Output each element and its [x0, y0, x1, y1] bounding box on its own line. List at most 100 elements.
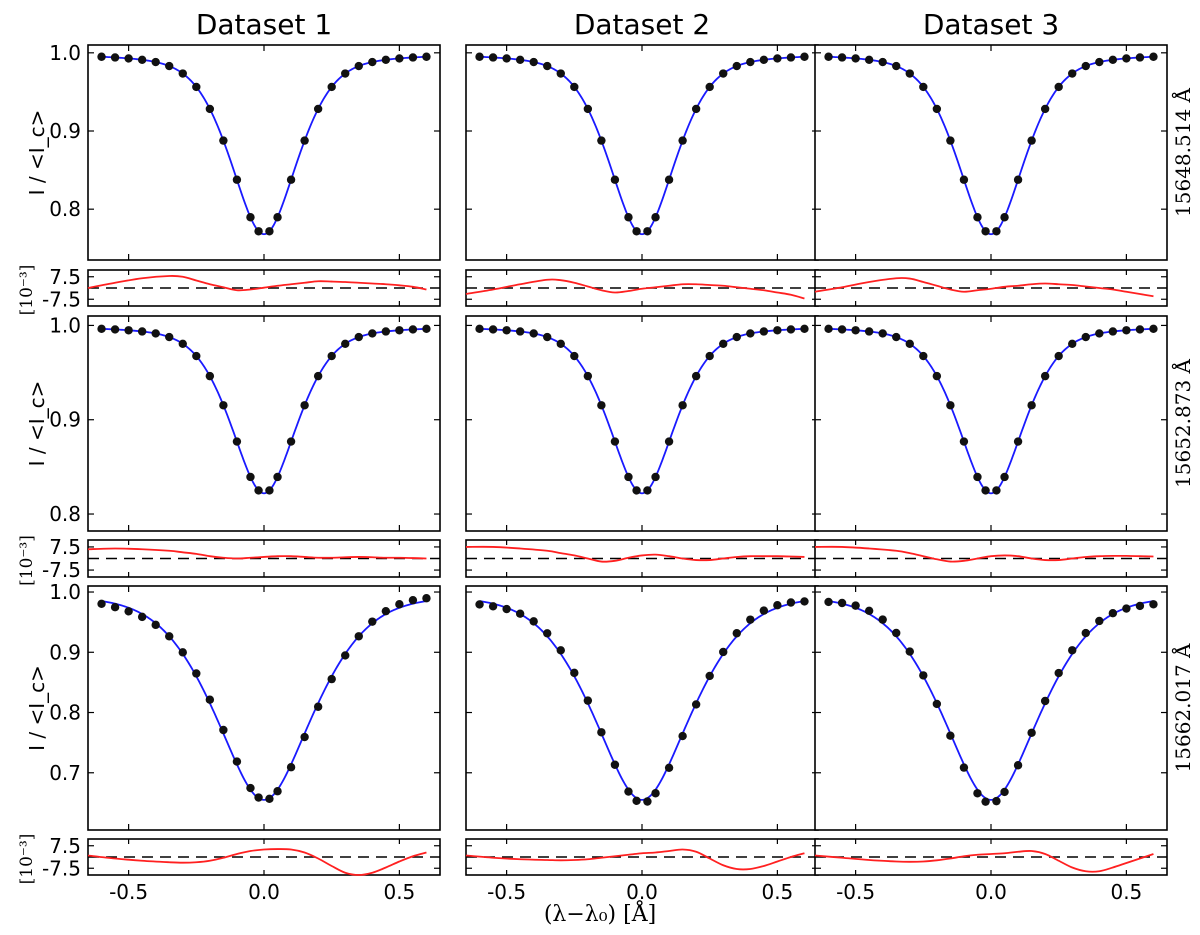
resid-tick-label: -7.5 — [42, 856, 81, 880]
y-tick-label: 0.9 — [49, 119, 81, 143]
observed-point — [97, 324, 106, 334]
observed-point — [597, 401, 606, 410]
observed-point — [286, 763, 296, 772]
observed-point — [354, 632, 363, 641]
observed-point — [610, 760, 620, 769]
observed-point — [800, 597, 809, 606]
observed-point — [719, 339, 728, 349]
main-panel-frame — [465, 315, 819, 532]
observed-point — [381, 327, 391, 336]
observed-point — [422, 324, 431, 334]
observed-point — [368, 617, 377, 626]
residual-panel-frame — [465, 539, 819, 578]
residual-line — [814, 850, 1154, 873]
observed-point — [313, 371, 323, 381]
observed-point — [878, 329, 887, 338]
y-tick-label: 0.8 — [49, 502, 81, 526]
residual-line — [465, 278, 805, 300]
observed-point — [502, 326, 511, 335]
y-axis-label-residual: [10⁻³] — [17, 265, 37, 316]
observed-point — [643, 486, 652, 495]
observed-point — [632, 227, 641, 236]
observed-point — [1081, 628, 1090, 638]
observed-point — [664, 437, 674, 446]
observed-point — [124, 326, 133, 335]
observed-point — [786, 53, 796, 62]
observed-point — [124, 607, 133, 616]
observed-point — [932, 371, 942, 381]
column-title-1: Dataset 1 — [196, 8, 332, 41]
column-title-3: Dataset 3 — [923, 8, 1059, 41]
observed-point — [773, 54, 782, 63]
observed-point — [1040, 696, 1050, 706]
observed-point — [529, 57, 538, 67]
observed-point — [892, 332, 901, 342]
y-tick-label: 0.9 — [49, 408, 81, 432]
residual-line — [87, 547, 427, 560]
observed-point — [610, 437, 620, 446]
observed-point — [219, 136, 228, 145]
observed-point — [1068, 69, 1077, 78]
panel-row1-col3 — [814, 44, 1168, 307]
observed-point — [246, 783, 255, 793]
observed-point — [878, 57, 887, 67]
observed-point — [905, 339, 914, 349]
resid-tick-label: -7.5 — [42, 558, 81, 582]
observed-point — [1108, 55, 1118, 65]
panel-row3-col3: -0.5 0.0 0.5 — [814, 585, 1168, 904]
observed-point — [1054, 82, 1063, 92]
main-panel-frame — [87, 44, 441, 261]
observed-point — [341, 69, 350, 78]
column-titles: Dataset 1 Dataset 2 Dataset 3 — [196, 8, 1059, 41]
observed-point — [624, 472, 633, 482]
x-tick-label: -0.5 — [836, 880, 875, 904]
observed-point — [705, 82, 714, 92]
observed-point — [488, 602, 498, 611]
y-tick-label: 0.9 — [49, 640, 81, 664]
observed-point — [232, 757, 242, 766]
observed-point — [732, 61, 741, 71]
observed-point — [773, 601, 782, 610]
observed-point — [597, 728, 606, 737]
observed-point — [570, 351, 579, 361]
observed-point — [543, 332, 552, 342]
observed-point — [273, 787, 282, 796]
observed-point — [422, 594, 431, 603]
observed-point — [643, 797, 652, 806]
observed-point — [475, 600, 484, 609]
observed-point — [773, 326, 782, 335]
observed-point — [624, 787, 633, 796]
observed-point — [919, 671, 928, 680]
observed-point — [664, 763, 674, 772]
observed-point — [851, 54, 860, 63]
observed-point — [475, 52, 484, 61]
observed-point — [408, 595, 418, 605]
observed-point — [254, 227, 263, 236]
x-tick-label: -0.5 — [487, 880, 526, 904]
observed-point — [368, 57, 377, 67]
observed-point — [556, 339, 565, 349]
observed-point — [678, 731, 687, 741]
observed-point — [705, 351, 714, 361]
observed-point — [1095, 329, 1104, 338]
observed-point — [1095, 57, 1104, 67]
observed-point — [824, 597, 833, 607]
observed-point — [759, 55, 769, 65]
observed-point — [408, 53, 418, 62]
observed-point — [205, 695, 215, 704]
x-tick-label: 0.0 — [975, 880, 1007, 904]
observed-point — [502, 604, 511, 614]
observed-point — [919, 82, 928, 92]
observed-point — [864, 327, 874, 336]
y-axis-label-residual: [10⁻³] — [17, 535, 37, 586]
observed-point — [265, 794, 274, 804]
observed-point — [981, 797, 990, 806]
main-panel-frame — [814, 315, 1168, 532]
observed-point — [543, 61, 552, 71]
observed-point — [786, 598, 796, 607]
observed-point — [664, 175, 674, 184]
observed-point — [973, 213, 982, 222]
observed-point — [1013, 175, 1023, 184]
observed-point — [515, 55, 525, 65]
